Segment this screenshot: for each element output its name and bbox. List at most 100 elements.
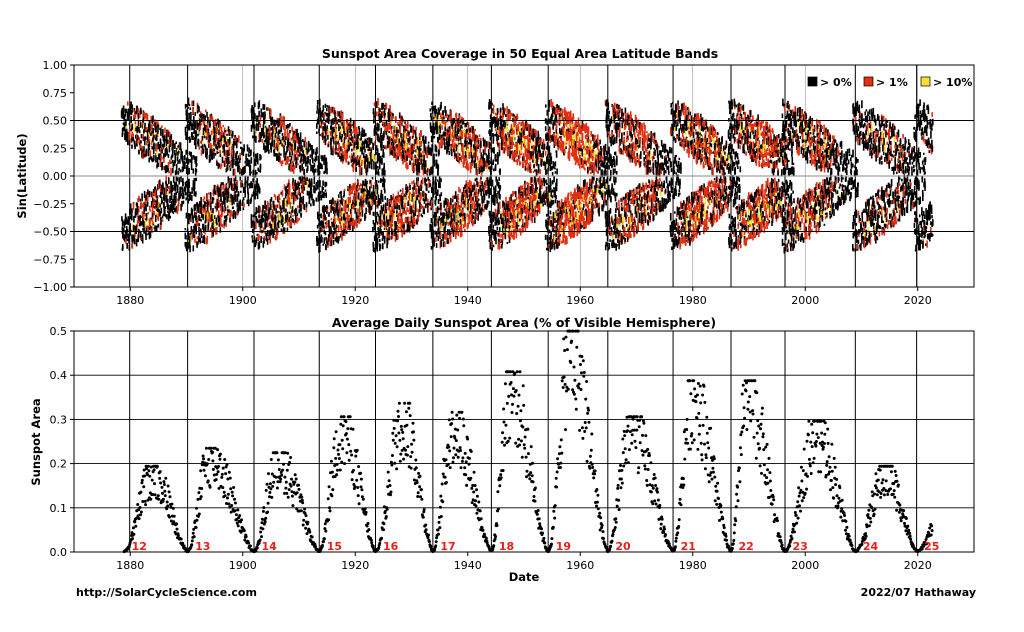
coverage-cell xyxy=(222,124,225,128)
coverage-cell xyxy=(295,131,297,139)
coverage-cell xyxy=(272,200,275,209)
coverage-cell xyxy=(178,193,180,201)
coverage-cell xyxy=(436,206,439,214)
coverage-cell xyxy=(351,188,354,194)
coverage-cell xyxy=(299,164,302,173)
coverage-cell xyxy=(427,176,429,181)
coverage-cell xyxy=(364,160,366,169)
coverage-cell xyxy=(142,203,145,208)
coverage-cell xyxy=(191,195,193,202)
coverage-cell xyxy=(261,114,263,118)
coverage-cell xyxy=(306,168,308,173)
coverage-cell xyxy=(268,207,271,215)
coverage-cell xyxy=(226,191,228,196)
coverage-cell xyxy=(167,193,169,196)
coverage-cell xyxy=(300,158,302,163)
coverage-cell xyxy=(255,193,257,196)
coverage-cell xyxy=(356,135,359,142)
coverage-cell xyxy=(220,219,222,227)
coverage-cell xyxy=(258,100,261,108)
coverage-cell xyxy=(307,156,310,164)
coverage-cell xyxy=(247,176,249,181)
coverage-cell xyxy=(453,215,456,222)
coverage-cell xyxy=(442,137,444,140)
coverage-cell xyxy=(373,191,376,197)
coverage-cell xyxy=(190,117,192,121)
coverage-cell xyxy=(359,201,362,204)
coverage-cell xyxy=(436,179,439,182)
coverage-cell xyxy=(342,151,344,156)
coverage-cell xyxy=(397,156,400,160)
coverage-cell xyxy=(408,137,411,145)
coverage-cell xyxy=(213,134,216,141)
coverage-cell xyxy=(346,204,348,208)
coverage-cell xyxy=(209,192,212,200)
coverage-cell xyxy=(164,194,166,202)
coverage-cell xyxy=(346,215,349,223)
coverage-cell xyxy=(440,136,442,144)
coverage-cell xyxy=(144,153,146,157)
coverage-cell xyxy=(144,136,147,140)
coverage-cell xyxy=(444,131,446,137)
coverage-cell xyxy=(303,140,305,148)
coverage-cell xyxy=(284,157,286,161)
coverage-cell xyxy=(398,204,400,210)
coverage-cell xyxy=(333,218,335,227)
coverage-cell xyxy=(194,192,197,197)
coverage-cell xyxy=(189,138,192,143)
coverage-cell xyxy=(281,189,284,197)
coverage-cell xyxy=(147,132,149,141)
coverage-cell xyxy=(188,195,191,201)
coverage-cell xyxy=(316,110,318,114)
coverage-cell xyxy=(440,232,442,238)
coverage-cell xyxy=(437,198,440,204)
coverage-cell xyxy=(146,225,149,228)
coverage-cell xyxy=(347,129,349,137)
coverage-cell xyxy=(362,141,365,145)
coverage-cell xyxy=(334,148,336,154)
coverage-cell xyxy=(441,134,443,139)
coverage-cell xyxy=(352,120,355,129)
coverage-cell xyxy=(291,192,293,199)
coverage-cell xyxy=(211,231,213,238)
coverage-cell xyxy=(387,219,390,226)
coverage-cell xyxy=(303,178,305,185)
coverage-cell xyxy=(283,208,285,212)
coverage-cell xyxy=(209,158,212,162)
coverage-cell xyxy=(213,127,216,135)
coverage-cell xyxy=(194,121,197,129)
coverage-cell xyxy=(136,105,138,112)
coverage-cell xyxy=(370,205,373,210)
coverage-cell xyxy=(440,239,442,247)
coverage-cell xyxy=(331,106,334,113)
coverage-cell xyxy=(239,207,242,212)
coverage-cell xyxy=(391,139,394,143)
coverage-cell xyxy=(365,133,367,137)
coverage-cell xyxy=(334,206,337,213)
coverage-cell xyxy=(421,157,424,161)
coverage-cell xyxy=(219,137,221,141)
coverage-cell xyxy=(236,158,239,166)
coverage-cell xyxy=(411,181,413,185)
coverage-cell xyxy=(383,162,385,170)
coverage-cell xyxy=(128,122,131,126)
coverage-cell xyxy=(437,139,439,143)
coverage-cell xyxy=(211,148,213,153)
coverage-cell xyxy=(410,126,413,129)
coverage-cell xyxy=(198,206,200,214)
coverage-cell xyxy=(326,206,329,209)
coverage-cell xyxy=(323,191,325,199)
coverage-cell xyxy=(485,153,487,156)
coverage-cell xyxy=(175,167,178,175)
coverage-cell xyxy=(420,185,423,191)
coverage-cell xyxy=(188,112,190,115)
coverage-cell xyxy=(378,180,380,183)
coverage-cell xyxy=(467,132,469,136)
coverage-cell xyxy=(487,149,490,157)
coverage-cell xyxy=(167,198,169,203)
coverage-cell xyxy=(256,191,258,194)
coverage-cell xyxy=(410,194,412,201)
coverage-cell xyxy=(169,159,171,165)
coverage-cell xyxy=(217,146,220,152)
coverage-cell xyxy=(439,196,441,202)
